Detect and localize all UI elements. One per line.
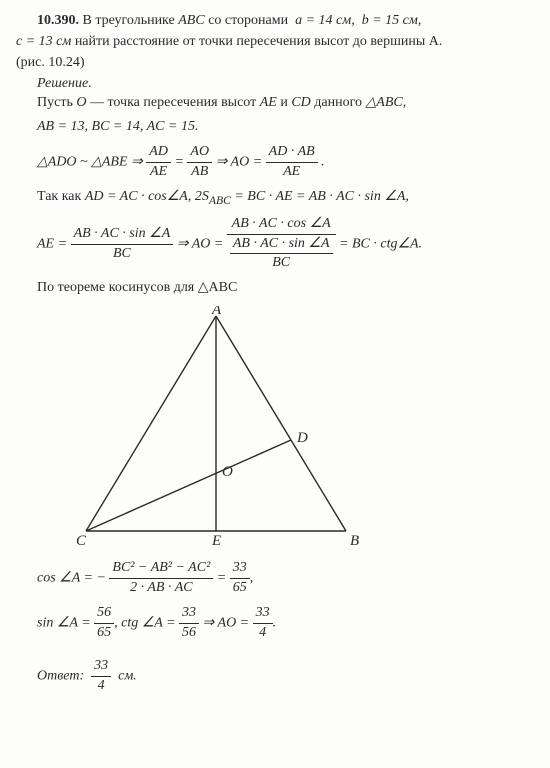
var: AD = AC · cos∠A, 2S [85,189,209,204]
side-c: c = 13 см [16,34,71,49]
var: O [76,95,86,110]
num: BC² − AB² − AC² [109,559,213,579]
text: Так как [37,189,81,204]
text: AE = [37,236,67,251]
text: и [280,95,288,110]
num: 33 [253,604,273,624]
num: AB · AC · sin ∠A [230,235,333,255]
text: , [250,571,254,586]
den: AB [187,163,212,182]
triangle-figure: A B C D E O [76,306,366,551]
svg-text:E: E [211,533,221,549]
solution-heading: Решение. [16,75,534,94]
ae-eq: AE = AB · AC · sin ∠ABC ⇒ AO = AB · AC ·… [37,215,534,274]
text: = BC · ctg∠A. [339,236,422,251]
answer: Ответ: 334 см. [37,657,534,696]
answer-label: Ответ: [37,668,84,683]
den: BC [230,254,333,273]
abc: ABC [178,13,204,28]
final-eq: sin ∠A = 5665, ctg ∠A = 3356 ⇒ AO = 334. [37,604,534,643]
num: AD · AB [266,143,318,163]
var: = BC · AE = AB · AC · sin ∠A, [234,189,409,204]
text: найти расстояние от точки пересечения вы… [75,34,443,49]
den: 56 [179,624,199,643]
text: = [174,155,183,170]
text: △ADO ~ △ABE ⇒ [37,155,143,170]
num: 33 [179,604,199,624]
svg-text:B: B [350,533,359,549]
den: BC [71,245,174,264]
text: ⇒ AO = [216,155,263,170]
step-2: Так как AD = AC · cos∠A, 2SABC = BC · AE… [16,188,534,209]
text: ⇒ AO = [203,616,250,631]
den: AE [266,163,318,182]
text: Пусть [37,95,73,110]
svg-text:D: D [296,430,308,446]
den: AE [146,163,171,182]
problem-number: 10.390. [37,13,79,28]
sub: ABC [209,194,231,207]
fig-ref: (рис. 10.24) [16,54,534,73]
text: , ctg ∠A = [114,616,175,631]
svg-text:A: A [211,306,222,318]
text: . [273,616,277,631]
problem-line2: c = 13 см найти расстояние от точки пере… [16,33,534,52]
text: — точка пересечения высот [90,95,256,110]
den: 65 [230,579,250,598]
num: 33 [230,559,250,579]
similarity-eq: △ADO ~ △ABE ⇒ ADAE = AOAB ⇒ AO = AD · AB… [37,143,534,182]
step-3: По теореме косинусов для △ABC [16,279,534,298]
cosA-eq: cos ∠A = − BC² − AB² − AC²2 · AB · AC = … [37,559,534,598]
svg-text:O: O [222,464,233,480]
den: 2 · AB · AC [109,579,213,598]
text: данного [314,95,362,110]
text: cos ∠A = − [37,571,106,586]
side-a: a = 14 см, [295,13,355,28]
var: AE [260,95,277,110]
text: = [217,571,226,586]
num: 56 [94,604,114,624]
num: AB · AC · sin ∠A [71,225,174,245]
text: В треугольнике [83,13,175,28]
den: 65 [94,624,114,643]
den: 4 [91,677,111,696]
num: 33 [91,657,111,677]
var: △ABC, [366,95,407,110]
den: 4 [253,624,273,643]
side-b: b = 15 см, [362,13,422,28]
text: ⇒ AO = [177,236,224,251]
text: со сторонами [208,13,288,28]
num: AB · AC · cos ∠A [227,215,336,235]
svg-text:C: C [76,533,87,549]
sides-eq: AB = 13, BC = 14, AC = 15. [37,118,534,137]
step-1: Пусть O — точка пересечения высот AE и C… [16,94,534,113]
text: sin ∠A = [37,616,91,631]
unit: см. [118,668,137,683]
problem-statement: 10.390. В треугольнике ABC со сторонами … [16,12,534,31]
num: AO [187,143,212,163]
num: AD [146,143,171,163]
var: CD [291,95,310,110]
den: AB · AC · sin ∠ABC [227,235,336,274]
